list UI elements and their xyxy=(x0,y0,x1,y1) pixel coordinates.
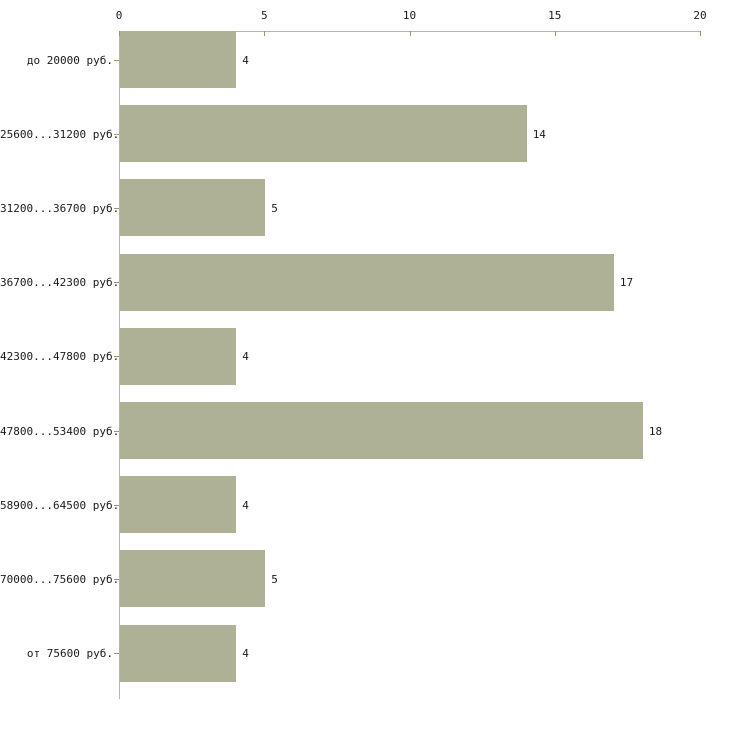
y-tick-mark xyxy=(114,505,119,506)
y-axis-line xyxy=(119,31,120,699)
bar-value-label: 5 xyxy=(271,572,278,586)
x-tick-label: 15 xyxy=(548,9,562,22)
y-axis-category-label: 58900...64500 руб. xyxy=(0,498,120,512)
y-axis-category-label: 70000...75600 руб. xyxy=(0,572,120,586)
x-tick-mark xyxy=(119,31,120,36)
bar-value-label: 4 xyxy=(242,498,249,512)
bar xyxy=(120,105,527,163)
y-axis-category-label: до 20000 руб. xyxy=(26,53,113,67)
y-axis-category-label: 42300...47800 руб. xyxy=(0,350,120,364)
y-axis-category-labels: до 20000 руб. 25600...31200 руб. 31200...3… xyxy=(0,0,120,730)
x-tick-label: 0 xyxy=(115,9,123,22)
y-tick-mark xyxy=(114,134,119,135)
bar-value-label: 4 xyxy=(242,350,249,364)
bar xyxy=(120,476,237,534)
bar xyxy=(120,402,643,459)
bar xyxy=(120,327,237,385)
bar-value-label: 4 xyxy=(242,647,249,661)
bar-value-label: 17 xyxy=(619,276,634,290)
bar-value-label: 18 xyxy=(648,424,663,438)
y-tick-mark xyxy=(114,431,119,432)
y-tick-mark xyxy=(114,282,119,283)
bar-value-label: 14 xyxy=(532,127,546,141)
y-axis-category-label: от 75600 руб. xyxy=(26,647,113,661)
x-tick-label: 5 xyxy=(260,9,268,22)
y-tick-mark xyxy=(114,208,119,209)
x-tick-mark xyxy=(264,31,266,36)
y-tick-mark xyxy=(114,653,119,654)
y-axis-category-label: 36700...42300 руб. xyxy=(0,276,120,290)
y-axis-category-label: 47800...53400 руб. xyxy=(0,424,120,438)
bar xyxy=(120,624,237,682)
bar xyxy=(120,253,614,311)
bar-value-label: 5 xyxy=(271,201,278,215)
bar-value-label: 4 xyxy=(242,53,249,67)
y-tick-mark xyxy=(114,60,119,61)
y-tick-mark xyxy=(114,579,119,580)
bar xyxy=(120,550,266,608)
y-axis-category-label: 31200...36700 руб. xyxy=(0,201,120,215)
bar xyxy=(120,179,266,237)
x-tick-mark xyxy=(554,31,556,36)
x-tick-label: 10 xyxy=(402,9,417,22)
x-tick-label: 20 xyxy=(693,9,707,22)
y-tick-mark xyxy=(114,356,119,357)
x-tick-mark xyxy=(409,31,411,36)
bar xyxy=(120,31,237,88)
x-tick-mark xyxy=(700,31,701,36)
y-axis-category-label: 25600...31200 руб. xyxy=(0,127,120,141)
